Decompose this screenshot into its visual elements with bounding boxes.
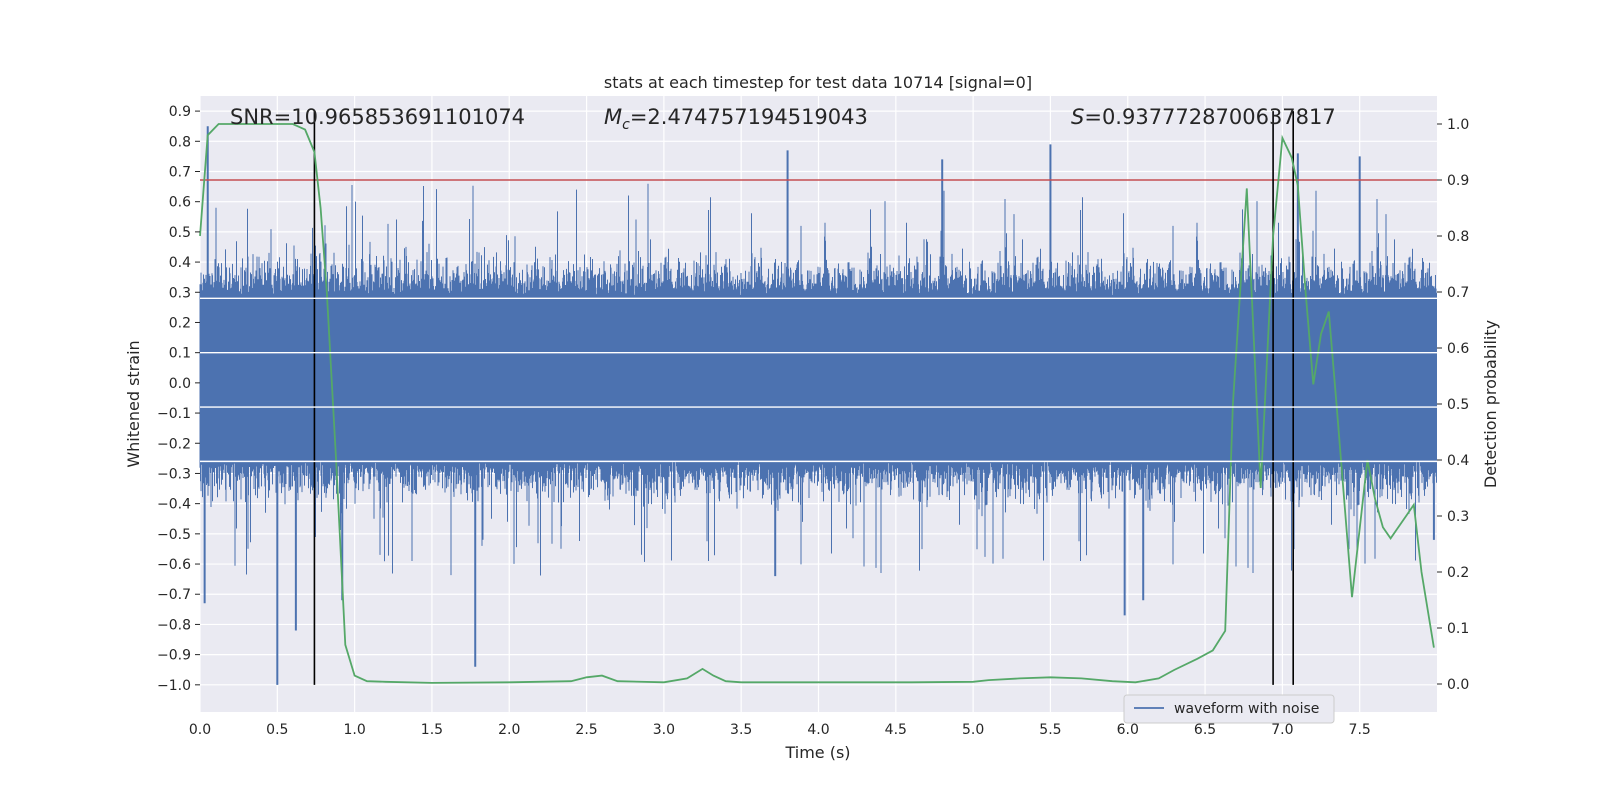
y2-tick-label: 0.6: [1447, 341, 1469, 357]
x-tick-label: 5.5: [1039, 722, 1061, 738]
x-axis-label: Time (s): [784, 743, 850, 762]
x-tick-label: 0.5: [266, 722, 288, 738]
x-axis-ticks: 0.0 0.5 1.0 1.5 2.0 2.5 3.0 3.5 4.0 4.5 5.0 5.5 6.0 6…: [189, 722, 1371, 738]
chirp-mass-value: =2.474757194519043: [630, 105, 868, 129]
x-tick-label: 6.5: [1194, 722, 1216, 738]
y-tick-label: −0.4: [157, 497, 191, 513]
x-tick-label: 2.0: [498, 722, 520, 738]
y-tick-label: −0.6: [157, 557, 191, 573]
s-value: =0.9377728700637817: [1084, 105, 1335, 129]
y2-axis-ticks: 1.0 0.9 0.8 0.7 0.6 0.5 0.4 0.3 0.2 0.1 0.0: [1437, 117, 1469, 693]
y2-tick-label: 0.7: [1447, 285, 1469, 301]
y-axis-label: Whitened strain: [124, 340, 143, 467]
y2-tick-label: 0.4: [1447, 453, 1469, 469]
vertical-markers: [313, 111, 1294, 685]
x-tick-label: 7.5: [1349, 722, 1371, 738]
y-tick-label: 0.5: [169, 225, 191, 241]
x-tick-label: 4.5: [885, 722, 907, 738]
y2-tick-label: 0.9: [1447, 173, 1469, 189]
y2-tick-label: 0.1: [1447, 621, 1469, 637]
y2-tick-label: 0.2: [1447, 565, 1469, 581]
x-tick-label: 1.0: [343, 722, 365, 738]
x-tick-label: 3.0: [653, 722, 675, 738]
y2-tick-label: 0.3: [1447, 509, 1469, 525]
y-axis-ticks: 0.9 0.8 0.7 0.6 0.5 0.4 0.3 0.2 0.1 0.0 −0.1 −0.2 −0…: [157, 104, 200, 694]
y-tick-label: −1.0: [157, 678, 191, 694]
legend-label: waveform with noise: [1174, 701, 1319, 717]
y-tick-label: −0.1: [157, 406, 191, 422]
legend: waveform with noise: [1123, 694, 1335, 724]
x-tick-label: 3.5: [730, 722, 752, 738]
y2-tick-label: 0.5: [1447, 397, 1469, 413]
x-tick-label: 2.5: [575, 722, 597, 738]
x-tick-label: 0.0: [189, 722, 211, 738]
chirp-mass-annotation: Mc=2.474757194519043: [604, 105, 868, 133]
y-tick-label: 0.7: [169, 164, 191, 180]
x-tick-label: 4.0: [807, 722, 829, 738]
detection-probability-line: [199, 123, 1435, 684]
legend-box: [1123, 694, 1335, 724]
chirp-mass-symbol: M: [604, 105, 622, 129]
y-tick-label: 0.0: [169, 376, 191, 392]
y-tick-label: 0.6: [169, 195, 191, 211]
y-tick-label: −0.3: [157, 466, 191, 482]
chart-title: stats at each timestep for test data 107…: [604, 73, 1032, 92]
s-annotation: S=0.9377728700637817: [1071, 105, 1336, 129]
y2-tick-label: 0.8: [1447, 229, 1469, 245]
x-tick-label: 5.0: [962, 722, 984, 738]
y-tick-label: −0.8: [157, 617, 191, 633]
snr-annotation: SNR=10.965853691101074: [230, 105, 525, 129]
y-tick-label: 0.2: [169, 315, 191, 331]
y-tick-label: 0.4: [169, 255, 191, 271]
s-symbol: S: [1071, 105, 1084, 129]
y-tick-label: −0.2: [157, 436, 191, 452]
y2-tick-label: 1.0: [1447, 117, 1469, 133]
y-tick-label: −0.7: [157, 587, 191, 603]
y-tick-label: 0.1: [169, 346, 191, 362]
x-tick-label: 1.5: [421, 722, 443, 738]
y-tick-label: 0.8: [169, 134, 191, 150]
x-tick-label: 6.0: [1117, 722, 1139, 738]
chirp-mass-subscript: c: [622, 117, 630, 133]
y-tick-label: −0.9: [157, 648, 191, 664]
y-tick-label: −0.5: [157, 527, 191, 543]
y2-axis-label: Detection probability: [1481, 320, 1500, 488]
y-tick-label: 0.9: [169, 104, 191, 120]
y2-tick-label: 0.0: [1447, 677, 1469, 693]
x-tick-label: 7.0: [1271, 722, 1293, 738]
y-tick-label: 0.3: [169, 285, 191, 301]
waveform-body: [199, 183, 1437, 576]
